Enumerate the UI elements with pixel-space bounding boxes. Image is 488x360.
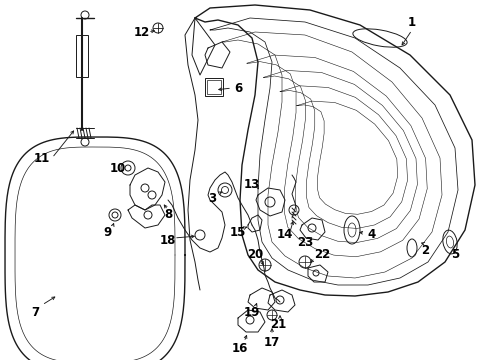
Bar [76,35,88,77]
Text: 19: 19 [244,306,260,319]
Text: 11: 11 [34,152,50,165]
Text: 18: 18 [160,234,176,247]
Ellipse shape [446,236,453,248]
Text: 5: 5 [450,248,458,261]
Text: 21: 21 [269,319,285,332]
Ellipse shape [343,216,359,244]
Text: 9: 9 [103,225,112,238]
Ellipse shape [352,29,407,47]
Text: 12: 12 [134,26,150,39]
Text: 20: 20 [246,248,263,261]
Bar [204,78,223,96]
Ellipse shape [347,223,355,237]
Text: 22: 22 [313,248,329,261]
Bar [206,80,221,94]
Text: 1: 1 [407,15,415,28]
Text: 13: 13 [244,179,260,192]
Text: 4: 4 [367,229,375,242]
Text: 23: 23 [296,235,312,248]
Text: 15: 15 [229,225,245,238]
Text: 10: 10 [110,162,126,175]
Text: 6: 6 [233,81,242,94]
Ellipse shape [442,230,456,254]
Text: 17: 17 [264,336,280,348]
Text: 8: 8 [163,208,172,221]
Text: 7: 7 [31,306,39,319]
Text: 3: 3 [207,192,216,204]
Text: 2: 2 [420,243,428,256]
Ellipse shape [406,239,416,257]
Text: 16: 16 [231,342,248,355]
Text: 14: 14 [276,229,293,242]
